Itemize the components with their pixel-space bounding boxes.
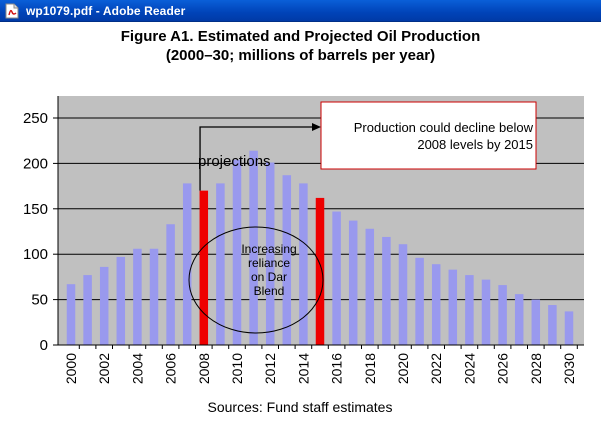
x-tick-label: 2022 xyxy=(428,353,444,384)
callout-text: Production could decline below xyxy=(354,120,534,135)
bar-2003 xyxy=(116,256,126,345)
y-tick-label: 50 xyxy=(31,292,48,309)
bar-2018 xyxy=(365,228,375,345)
bar-2016 xyxy=(332,211,341,345)
bar-2000 xyxy=(66,284,76,345)
projections-label: projections xyxy=(198,153,271,170)
figure-subtitle: (2000–30; millions of barrels per year) xyxy=(165,47,436,64)
bar-2028 xyxy=(531,299,541,345)
y-tick-label: 150 xyxy=(23,201,48,218)
dar-blend-ellipse xyxy=(188,226,324,334)
bar-2004 xyxy=(133,248,142,345)
bar-highlighted-2008 xyxy=(199,190,209,345)
bar-2030 xyxy=(564,311,574,345)
bar-2029 xyxy=(548,305,557,345)
bar-2006 xyxy=(166,224,175,345)
ellipse-label: reliance xyxy=(248,256,290,270)
oil-production-chart: 0 50 100 150 200 250 2000 2002 2004 2006 2008 2010 2… xyxy=(23,96,584,415)
x-tick-label: 2010 xyxy=(229,353,245,384)
x-tick-label: 2000 xyxy=(63,353,79,384)
y-tick-label: 0 xyxy=(40,337,48,354)
x-tick-label: 2012 xyxy=(262,353,278,384)
bar-2009 xyxy=(216,183,225,345)
bar-2007 xyxy=(182,183,192,345)
bar-highlighted-2015 xyxy=(315,197,325,345)
x-tick-label: 2024 xyxy=(461,353,477,384)
window-title: wp1079.pdf - Adobe Reader xyxy=(26,3,186,18)
bar-2020 xyxy=(398,244,408,345)
bar-2014 xyxy=(299,183,308,345)
ellipse-label: Blend xyxy=(254,284,285,298)
y-tick-label: 200 xyxy=(23,155,48,172)
pdf-document-icon xyxy=(4,3,20,19)
ellipse-label: Increasing xyxy=(241,242,296,256)
bar-2023 xyxy=(448,269,458,345)
bar-2026 xyxy=(498,285,507,345)
x-tick-label: 2030 xyxy=(561,353,577,384)
bar-2012 xyxy=(265,162,275,345)
bar-2010 xyxy=(232,159,242,345)
bar-2017 xyxy=(348,220,358,345)
projections-arrow xyxy=(199,126,313,191)
x-tick-label: 2006 xyxy=(163,353,179,384)
y-tick-label: 100 xyxy=(23,246,48,263)
bar-2021 xyxy=(415,257,424,345)
bar-2025 xyxy=(481,279,491,345)
ellipse-label: on Dar xyxy=(251,270,287,284)
x-tick-label: 2018 xyxy=(362,353,378,384)
bar-2024 xyxy=(465,275,474,345)
bar-2011 xyxy=(249,150,258,345)
callout-box xyxy=(320,101,537,170)
bar-2005 xyxy=(149,248,159,345)
x-tick-label: 2014 xyxy=(295,353,311,384)
bar-2002 xyxy=(99,266,109,345)
x-tick-label: 2020 xyxy=(395,353,411,384)
bar-2001 xyxy=(83,275,92,345)
bar-2022 xyxy=(431,264,441,345)
bar-2013 xyxy=(282,175,292,345)
bar-2019 xyxy=(382,236,391,345)
figure-title: Figure A1. Estimated and Projected Oil P… xyxy=(120,28,481,45)
x-tick-label: 2004 xyxy=(129,353,145,384)
x-tick-label: 2002 xyxy=(96,353,112,384)
x-tick-label: 2026 xyxy=(495,353,511,384)
window-titlebar[interactable]: wp1079.pdf - Adobe Reader xyxy=(0,0,601,22)
source-note: Sources: Fund staff estimates xyxy=(208,399,393,415)
document-page[interactable]: Figure A1. Estimated and Projected Oil P… xyxy=(0,22,601,433)
arrow-head xyxy=(312,123,321,131)
y-tick-label: 250 xyxy=(23,110,48,127)
x-tick-label: 2008 xyxy=(196,353,212,384)
x-tick-label: 2016 xyxy=(329,353,345,384)
callout-text: 2008 levels by 2015 xyxy=(417,137,533,152)
x-tick-label: 2028 xyxy=(528,353,544,384)
bar-2027 xyxy=(514,294,524,345)
